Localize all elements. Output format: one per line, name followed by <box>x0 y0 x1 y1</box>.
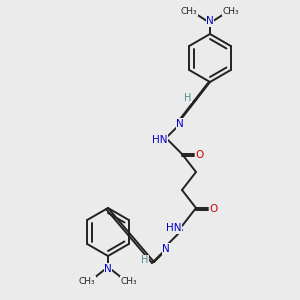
Text: HN: HN <box>166 223 182 233</box>
Text: N: N <box>104 264 112 274</box>
Text: CH₃: CH₃ <box>79 277 95 286</box>
Text: N: N <box>206 16 214 26</box>
Text: N: N <box>176 119 184 129</box>
Text: CH₃: CH₃ <box>121 277 137 286</box>
Text: O: O <box>210 204 218 214</box>
Text: H: H <box>184 93 192 103</box>
Text: N: N <box>162 244 170 254</box>
Text: H: H <box>141 255 149 265</box>
Text: CH₃: CH₃ <box>181 7 197 16</box>
Text: CH₃: CH₃ <box>223 7 239 16</box>
Text: HN: HN <box>152 135 168 145</box>
Text: O: O <box>196 150 204 160</box>
